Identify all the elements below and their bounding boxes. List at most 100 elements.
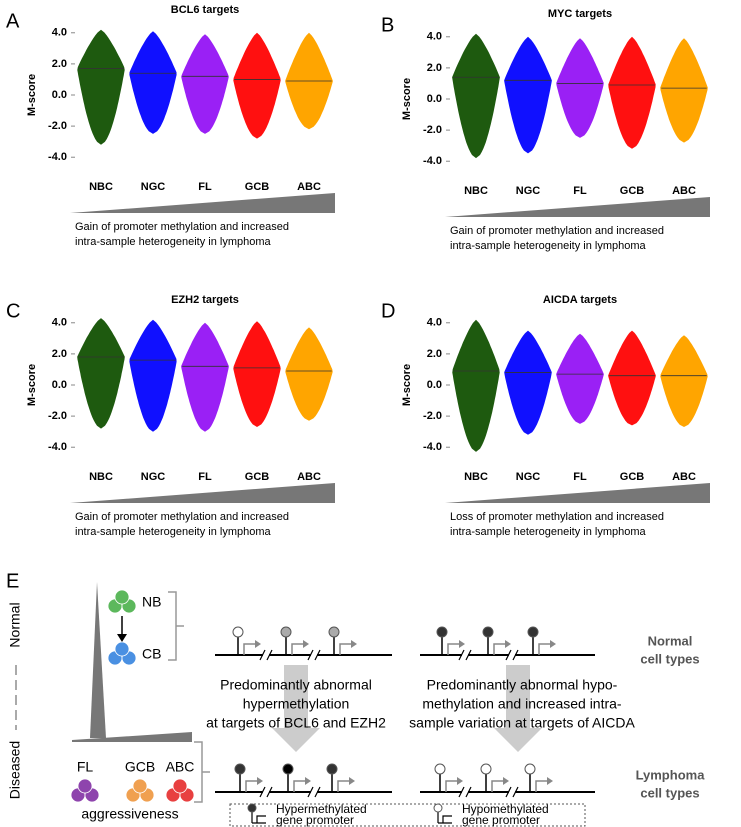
violin [504, 36, 552, 154]
break-gap [462, 789, 468, 795]
row-label: Lymphoma [636, 767, 706, 782]
legend-symbol [251, 811, 266, 824]
tss-arrowhead [349, 777, 355, 785]
x-tick-label: ABC [297, 181, 321, 193]
promoter-head [482, 626, 494, 638]
y-tick-label: 2.0 [52, 348, 67, 360]
legend-text: gene promoter [276, 813, 354, 827]
x-tick-label: GCB [245, 471, 270, 483]
caption: Loss of promoter methylation and increas… [450, 511, 664, 523]
promoter-head [326, 763, 338, 775]
y-tick-label: -4.0 [48, 151, 67, 163]
cell [132, 778, 148, 794]
panel-label: E [6, 570, 19, 592]
x-tick-label: NBC [89, 181, 113, 193]
panel-label: C [6, 300, 20, 322]
break-gap [462, 652, 468, 658]
big-arrow [494, 665, 542, 752]
tss-arrow [243, 643, 256, 655]
row-label: cell types [640, 785, 699, 800]
tss-arrow [291, 643, 304, 655]
cell [114, 589, 130, 605]
caption: intra-sample heterogeneity in lymphoma [450, 526, 647, 538]
x-tick-label: FL [198, 471, 212, 483]
tss-arrow [245, 780, 258, 792]
annotation: hypermethylation [243, 696, 350, 712]
violin [452, 33, 500, 159]
break [458, 649, 472, 661]
tss-arrowhead [305, 777, 311, 785]
tss-arrow [445, 780, 458, 792]
panel-label: A [6, 10, 20, 32]
break-gap [509, 652, 515, 658]
aggressiveness: aggressiveness [81, 806, 178, 822]
cell [114, 641, 130, 657]
wedge [70, 193, 335, 213]
x-tick-label: ABC [672, 471, 696, 483]
y-axis-label: M-score [401, 78, 413, 120]
big-arrow [272, 665, 320, 752]
y-tick-label: 4.0 [52, 27, 67, 39]
cell-label: FL [77, 759, 94, 775]
tss-arrowhead [505, 640, 511, 648]
legend-text: gene promoter [462, 813, 540, 827]
panel-label: D [381, 300, 395, 322]
normal-label: Normal [7, 602, 23, 647]
tss-arrowhead [550, 640, 556, 648]
wedge [445, 197, 710, 217]
break-gap [311, 652, 317, 658]
tss-arrow [337, 780, 350, 792]
x-tick-label: NBC [89, 471, 113, 483]
promoter-head [234, 763, 246, 775]
horizontal-wedge [72, 732, 192, 742]
wedge [445, 483, 710, 503]
x-tick-label: FL [573, 185, 587, 197]
violin [77, 318, 125, 429]
annotation: methylation and increased intra- [422, 696, 622, 712]
tss-arrow [293, 780, 306, 792]
tss-arrow [535, 780, 548, 792]
cell-label: CB [142, 646, 161, 662]
tss-arrow [339, 643, 352, 655]
y-tick-label: -4.0 [48, 441, 67, 453]
bracket [168, 591, 184, 661]
break-gap [311, 789, 317, 795]
violin [233, 321, 281, 427]
wedge [70, 483, 335, 503]
promoter-head [527, 626, 539, 638]
break-gap [263, 652, 269, 658]
bracket [194, 741, 210, 803]
tss-arrowhead [257, 777, 263, 785]
legend-head [247, 803, 257, 813]
promoter-head [328, 626, 340, 638]
y-tick-label: 2.0 [427, 348, 442, 360]
promoter-head [232, 626, 244, 638]
tss-arrowhead [459, 640, 465, 648]
x-tick-label: FL [573, 471, 587, 483]
legend-text: Hypomethylated [462, 802, 549, 816]
caption: Gain of promoter methylation and increas… [75, 221, 289, 233]
y-tick-label: 2.0 [427, 62, 442, 74]
violin [233, 32, 281, 139]
x-tick-label: NGC [516, 185, 541, 197]
y-tick-label: -2.0 [48, 120, 67, 132]
violin [181, 322, 229, 432]
x-tick-label: NBC [464, 471, 488, 483]
y-tick-label: -4.0 [423, 441, 442, 453]
chart-title: MYC targets [548, 8, 612, 20]
caption: Gain of promoter methylation and increas… [75, 511, 289, 523]
tss-arrowhead [547, 777, 553, 785]
y-tick-label: 0.0 [427, 93, 442, 105]
break [458, 786, 472, 798]
x-tick-label: ABC [297, 471, 321, 483]
break-gap [263, 789, 269, 795]
row-label: cell types [640, 651, 699, 666]
y-tick-label: 2.0 [52, 58, 67, 70]
annotation: sample variation at targets of AICDA [409, 715, 635, 731]
y-axis-label: M-score [26, 364, 38, 406]
panel-label: B [381, 14, 394, 36]
violin [608, 36, 656, 149]
y-tick-label: 0.0 [52, 89, 67, 101]
x-tick-label: FL [198, 181, 212, 193]
